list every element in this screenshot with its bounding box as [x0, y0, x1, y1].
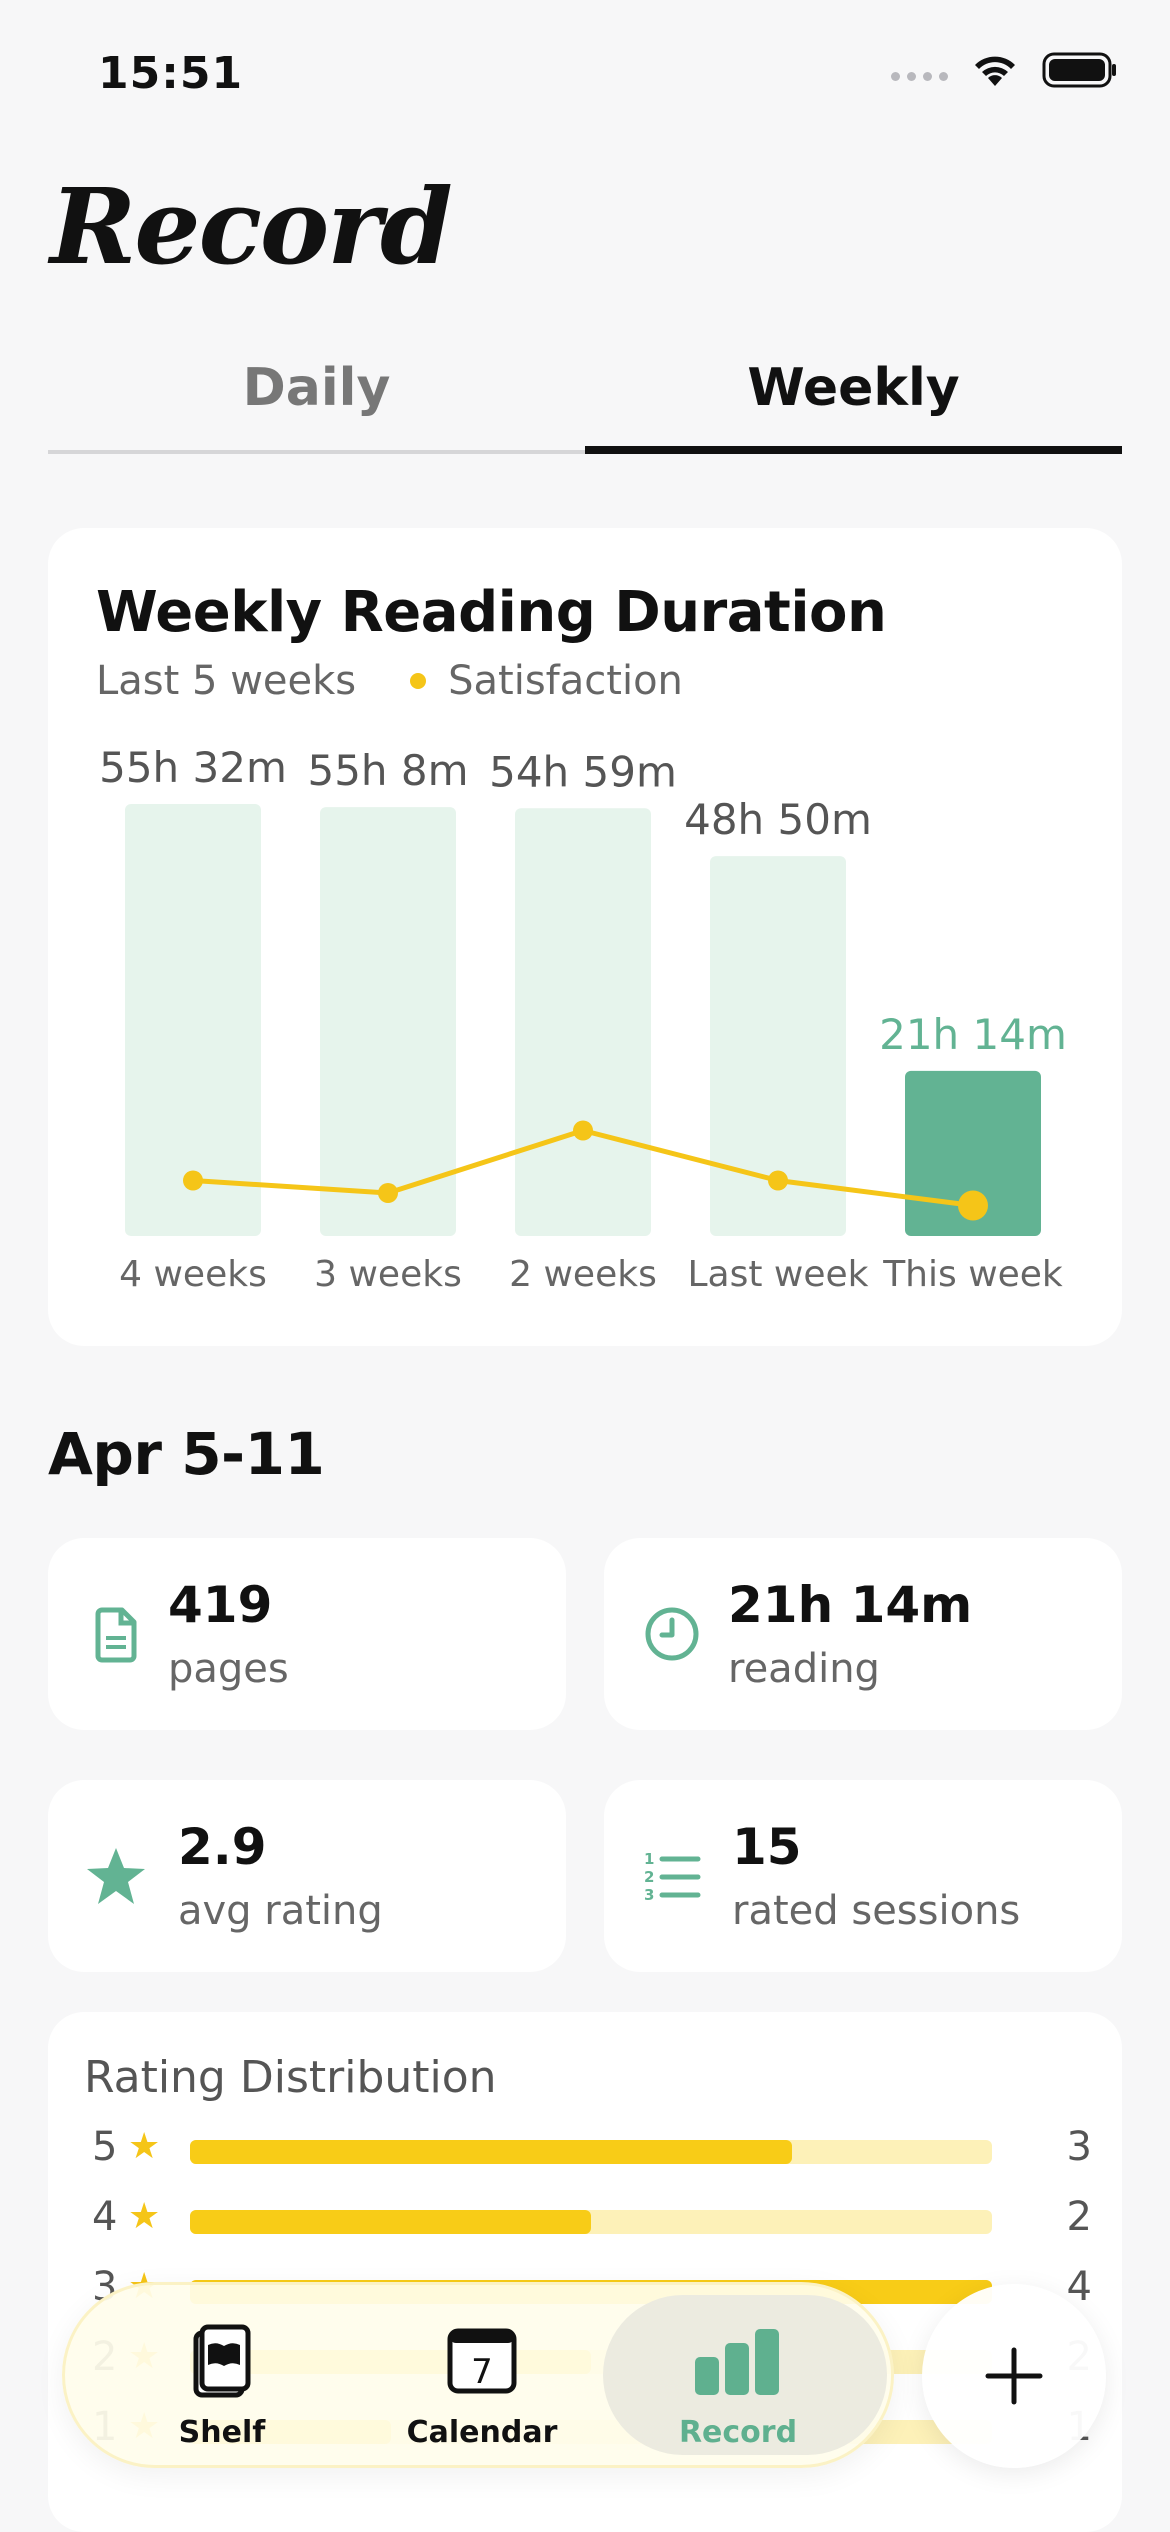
rating-count: 3: [1066, 2124, 1092, 2170]
tab-daily[interactable]: Daily: [48, 350, 585, 454]
stat-card-avg-rating: 2.9 avg rating: [48, 1780, 566, 1972]
rating-bar-track: [190, 2210, 992, 2234]
chart-bar: [320, 807, 456, 1236]
stat-pages-label: pages: [168, 1646, 289, 1692]
plus-icon: [985, 2347, 1043, 2405]
stat-card-pages: 419 pages: [48, 1538, 566, 1730]
bar-chart-icon: [695, 2329, 779, 2395]
satisfaction-point: [378, 1183, 398, 1203]
calendar-icon: 7: [447, 2328, 517, 2394]
book-icon: [193, 2324, 251, 2398]
bar-value-label: 55h 32m: [99, 743, 287, 792]
add-button[interactable]: [922, 2284, 1106, 2468]
bottom-tab-bar: Shelf 7 Calendar Record: [62, 2282, 894, 2468]
clock-icon: [645, 1607, 699, 1661]
week-range-title: Apr 5-11: [48, 1420, 325, 1488]
svg-text:3: 3: [644, 1886, 654, 1904]
satisfaction-point: [183, 1170, 203, 1191]
star-icon: [87, 1848, 145, 1904]
x-tick-label: 4 weeks: [119, 1254, 267, 1295]
rating-count: 4: [1066, 2264, 1092, 2310]
segmented-tabs: Daily Weekly: [48, 350, 1122, 454]
duration-bar-chart: 55h 32m 4 weeks 55h 8m 3 weeks 54h 59m 2 week…: [99, 743, 1067, 1295]
status-icons: [891, 52, 1118, 88]
nav-label-record: Record: [678, 2415, 798, 2450]
cellular-signal-icon: [891, 71, 948, 81]
numbered-list-icon: 1 2 3: [644, 1850, 701, 1904]
satisfaction-point: [573, 1120, 593, 1141]
chart-subtitle-row: Last 5 weeks Satisfaction: [96, 658, 683, 704]
weekly-duration-card: Weekly Reading Duration Last 5 weeks Sat…: [48, 528, 1122, 1346]
stat-avg-rating-value: 2.9: [178, 1818, 267, 1876]
stat-rated-sessions-value: 15: [732, 1818, 802, 1876]
rating-count: 2: [1066, 2194, 1092, 2240]
page-title: Record: [50, 165, 453, 288]
battery-icon: [1042, 52, 1118, 88]
chart-title: Weekly Reading Duration: [96, 580, 887, 645]
stat-card-reading: 21h 14m reading: [604, 1538, 1122, 1730]
rating-value: 5: [92, 2124, 118, 2170]
legend-satisfaction-label: Satisfaction: [448, 658, 683, 704]
stat-reading-value: 21h 14m: [728, 1576, 973, 1634]
rating-bar-fill: [190, 2210, 591, 2234]
x-tick-label: Last week: [687, 1254, 868, 1295]
bar-value-label: 21h 14m: [879, 1010, 1067, 1059]
bar-value-label: 55h 8m: [307, 746, 468, 795]
x-tick-label: 3 weeks: [314, 1254, 462, 1295]
status-time: 15:51: [98, 48, 244, 99]
calendar-icon-day: 7: [471, 2352, 493, 2392]
rating-distribution-title: Rating Distribution: [84, 2052, 497, 2103]
stat-card-rated-sessions: 1 2 3 15 rated sessions: [604, 1780, 1122, 1972]
nav-item-record[interactable]: Record: [603, 2285, 887, 2465]
satisfaction-point: [958, 1190, 988, 1221]
svg-text:1: 1: [644, 1850, 654, 1868]
rating-bar-track: [190, 2140, 992, 2164]
star-icon: ★: [128, 2196, 161, 2237]
nav-item-calendar[interactable]: 7 Calendar: [347, 2285, 617, 2465]
rating-value: 4: [92, 2194, 118, 2240]
bar-value-label: 54h 59m: [489, 747, 677, 796]
stat-rated-sessions-label: rated sessions: [732, 1888, 1021, 1934]
nav-label-calendar: Calendar: [406, 2415, 558, 2450]
rating-row-4: 4 ★ 2: [92, 2194, 1092, 2244]
stat-avg-rating-label: avg rating: [178, 1888, 383, 1934]
document-icon: [95, 1607, 137, 1663]
chart-bar: [710, 856, 846, 1236]
satisfaction-point: [768, 1170, 788, 1191]
chart-bar: [905, 1070, 1041, 1236]
bar-value-label: 48h 50m: [684, 795, 872, 844]
stat-reading-label: reading: [728, 1646, 880, 1692]
x-tick-label: 2 weeks: [509, 1254, 657, 1295]
svg-text:2: 2: [644, 1868, 654, 1886]
rating-bar-fill: [190, 2140, 792, 2164]
chart-bar: [515, 808, 651, 1236]
legend-satisfaction-marker: [410, 673, 427, 689]
chart-subtitle: Last 5 weeks: [96, 658, 357, 704]
stat-pages-value: 419: [168, 1576, 273, 1634]
rating-row-5: 5 ★ 3: [92, 2124, 1092, 2174]
star-icon: ★: [128, 2126, 161, 2167]
tab-weekly[interactable]: Weekly: [585, 350, 1122, 454]
wifi-icon: [970, 52, 1020, 88]
chart-bar: [125, 804, 261, 1236]
nav-label-shelf: Shelf: [178, 2415, 266, 2450]
x-tick-label: This week: [882, 1254, 1063, 1295]
nav-item-shelf[interactable]: Shelf: [87, 2285, 357, 2465]
